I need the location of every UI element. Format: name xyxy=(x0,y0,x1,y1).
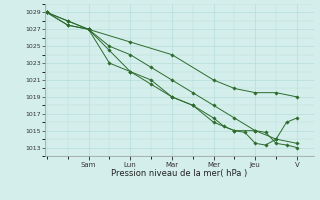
X-axis label: Pression niveau de la mer( hPa ): Pression niveau de la mer( hPa ) xyxy=(111,169,247,178)
